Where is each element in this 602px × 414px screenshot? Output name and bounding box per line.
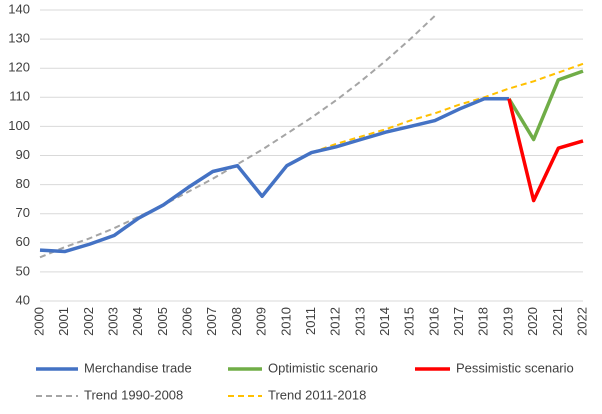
x-tick-label: 2019 bbox=[500, 307, 515, 336]
x-tick-label: 2022 bbox=[574, 307, 589, 336]
x-tick-label: 2008 bbox=[229, 307, 244, 336]
x-tick-label: 2000 bbox=[31, 307, 46, 336]
legend-label: Trend 1990-2008 bbox=[84, 387, 183, 402]
y-tick-label: 130 bbox=[8, 31, 30, 46]
series-line bbox=[39, 97, 509, 254]
x-tick-label: 2003 bbox=[105, 307, 120, 336]
y-tick-label: 70 bbox=[16, 205, 30, 220]
x-tick-label: 2004 bbox=[130, 307, 145, 336]
x-tick-label: 2015 bbox=[402, 307, 417, 336]
x-tick-label: 2016 bbox=[426, 307, 441, 336]
x-tick-label: 2012 bbox=[328, 307, 343, 336]
y-tick-label: 100 bbox=[8, 118, 30, 133]
x-tick-label: 2011 bbox=[303, 307, 318, 335]
series-line bbox=[311, 62, 584, 154]
legend-label: Optimistic scenario bbox=[268, 360, 378, 375]
x-tick-label: 2005 bbox=[155, 307, 170, 336]
x-tick-label: 2010 bbox=[278, 307, 293, 336]
x-tick-label: 2002 bbox=[81, 307, 96, 336]
x-tick-label: 2009 bbox=[254, 307, 269, 336]
y-tick-label: 60 bbox=[16, 234, 30, 249]
x-tick-label: 2001 bbox=[56, 307, 71, 336]
x-tick-label: 2017 bbox=[451, 307, 466, 336]
legend-label: Trend 2011-2018 bbox=[268, 387, 366, 402]
series-line bbox=[507, 69, 584, 142]
x-tick-label: 2020 bbox=[525, 307, 540, 336]
series-line bbox=[39, 15, 436, 259]
x-tick-label: 2006 bbox=[180, 307, 195, 336]
y-tick-label: 120 bbox=[8, 60, 30, 75]
legend-label: Pessimistic scenario bbox=[456, 360, 574, 375]
y-tick-label: 140 bbox=[8, 1, 30, 16]
y-tick-label: 80 bbox=[16, 176, 30, 191]
x-tick-label: 2014 bbox=[377, 307, 392, 336]
y-tick-label: 90 bbox=[16, 147, 30, 162]
x-tick-label: 2018 bbox=[476, 307, 491, 336]
x-tick-label: 2007 bbox=[204, 307, 219, 336]
y-tick-label: 110 bbox=[9, 89, 30, 104]
x-tick-label: 2021 bbox=[550, 307, 565, 336]
y-tick-label: 50 bbox=[16, 263, 30, 278]
series-line bbox=[507, 98, 584, 203]
y-tick-label: 40 bbox=[16, 292, 30, 307]
x-tick-label: 2013 bbox=[352, 307, 367, 336]
legend-label: Merchandise trade bbox=[84, 360, 192, 375]
